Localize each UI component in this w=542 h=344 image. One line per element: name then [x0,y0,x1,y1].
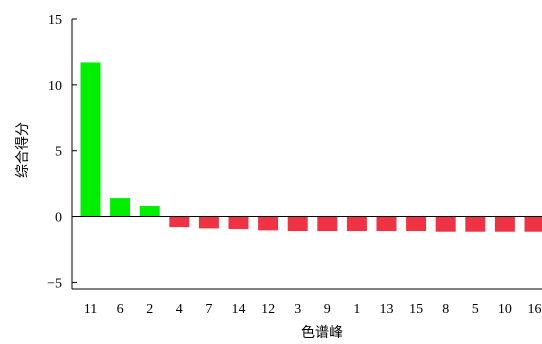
x-tick-label: 8 [442,302,449,317]
bar-9 [317,216,338,232]
y-tick-label: 15 [48,13,62,28]
y-tick-label: 10 [48,79,62,94]
bar-1 [346,216,367,232]
bar-5 [465,216,486,232]
x-tick-label: 13 [380,302,394,317]
bar-8 [435,216,456,232]
x-tick-label: 11 [84,302,97,317]
y-tick-label: −5 [47,276,62,291]
x-tick-label: 10 [498,302,512,317]
bar-10 [494,216,515,232]
bar-2 [139,206,160,217]
x-tick-label: 14 [232,302,246,317]
x-tick-label: 12 [261,302,275,317]
bar-4 [169,216,190,228]
bar-11 [80,62,101,217]
bar-13 [376,216,397,232]
bar-15 [406,216,427,232]
x-tick-label: 1 [353,302,360,317]
x-tick-label: 6 [117,302,124,317]
bar-16 [524,216,542,232]
bar-14 [228,216,249,230]
x-axis-title: 色谱峰 [301,324,343,341]
x-tick-label: 7 [205,302,212,317]
y-tick-label: 5 [55,145,62,160]
y-tick-label: 0 [55,211,62,226]
y-axis-title: 综合得分 [14,122,31,178]
x-axis-ticks: 11 6 2 4 7 14 12 3 9 1 13 15 8 5 10 16 [84,302,542,317]
x-tick-label: 9 [324,302,331,317]
x-tick-label: 2 [146,302,153,317]
y-axis-ticks: 15 10 5 0 −5 [47,13,77,291]
bar-7 [198,216,219,229]
x-tick-label: 5 [472,302,479,317]
x-tick-label: 3 [294,302,301,317]
x-tick-label: 4 [176,302,183,317]
x-tick-label: 15 [409,302,423,317]
bar-6 [110,198,131,217]
bar-12 [258,216,279,231]
bar-3 [287,216,308,232]
bars [80,62,542,232]
x-tick-label: 16 [528,302,542,317]
